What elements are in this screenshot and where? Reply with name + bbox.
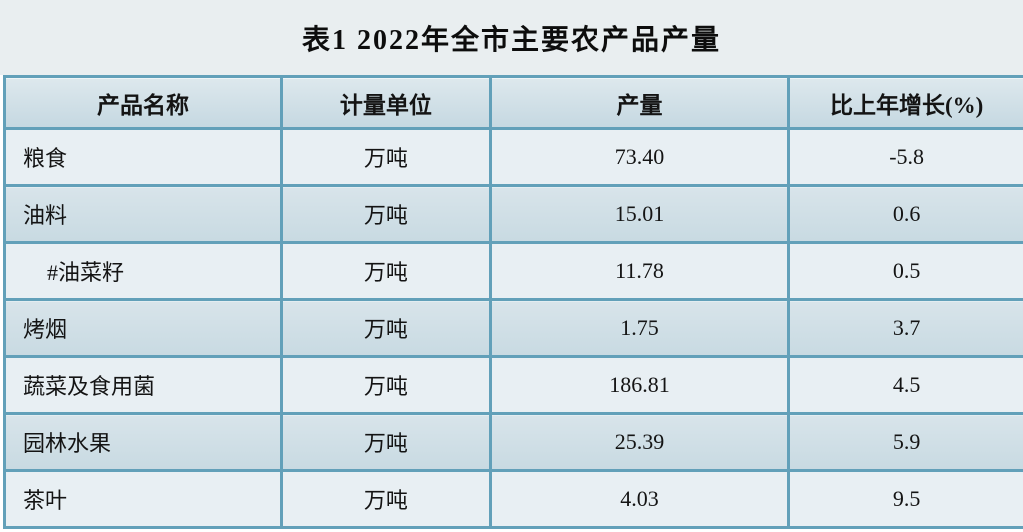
table-row: 烤烟 万吨 1.75 3.7 xyxy=(2,298,1023,358)
table-row: 油料 万吨 15.01 0.6 xyxy=(2,184,1023,244)
unit-cell: 万吨 xyxy=(280,184,492,244)
table-row: 粮食 万吨 73.40 -5.8 xyxy=(2,127,1023,187)
growth-cell: 9.5 xyxy=(787,469,1023,529)
header-row: 产品名称 计量单位 产量 比上年增长(%) xyxy=(2,75,1023,130)
table-row: #油菜籽 万吨 11.78 0.5 xyxy=(2,241,1023,301)
growth-cell: 0.5 xyxy=(787,241,1023,301)
table-body: 粮食 万吨 73.40 -5.8 油料 万吨 15.01 0.6 #油菜籽 万吨… xyxy=(2,127,1023,529)
unit-cell: 万吨 xyxy=(280,298,492,358)
table-row: 茶叶 万吨 4.03 9.5 xyxy=(2,469,1023,529)
agricultural-output-table: 产品名称 计量单位 产量 比上年增长(%) 粮食 万吨 73.40 -5.8 油… xyxy=(2,75,1023,529)
column-header-growth: 比上年增长(%) xyxy=(787,75,1023,130)
growth-cell: 4.5 xyxy=(787,355,1023,415)
product-name-cell: #油菜籽 xyxy=(2,241,284,301)
output-cell: 4.03 xyxy=(488,469,791,529)
unit-cell: 万吨 xyxy=(280,469,492,529)
unit-cell: 万吨 xyxy=(280,127,492,187)
column-header-product-name: 产品名称 xyxy=(2,75,284,130)
growth-cell: 3.7 xyxy=(787,298,1023,358)
output-cell: 25.39 xyxy=(488,412,791,472)
product-name-cell: 茶叶 xyxy=(2,469,284,529)
product-name-cell: 烤烟 xyxy=(2,298,284,358)
table-title: 表1 2022年全市主要农产品产量 xyxy=(0,0,1023,75)
product-name-cell: 园林水果 xyxy=(2,412,284,472)
growth-cell: 5.9 xyxy=(787,412,1023,472)
unit-cell: 万吨 xyxy=(280,241,492,301)
output-cell: 1.75 xyxy=(488,298,791,358)
output-cell: 11.78 xyxy=(488,241,791,301)
table-row: 园林水果 万吨 25.39 5.9 xyxy=(2,412,1023,472)
product-name-cell: 油料 xyxy=(2,184,284,244)
column-header-output: 产量 xyxy=(488,75,791,130)
output-cell: 186.81 xyxy=(488,355,791,415)
unit-cell: 万吨 xyxy=(280,355,492,415)
product-name-cell: 粮食 xyxy=(2,127,284,187)
growth-cell: -5.8 xyxy=(787,127,1023,187)
output-cell: 73.40 xyxy=(488,127,791,187)
product-name-cell: 蔬菜及食用菌 xyxy=(2,355,284,415)
column-header-unit: 计量单位 xyxy=(280,75,492,130)
table-row: 蔬菜及食用菌 万吨 186.81 4.5 xyxy=(2,355,1023,415)
output-cell: 15.01 xyxy=(488,184,791,244)
unit-cell: 万吨 xyxy=(280,412,492,472)
growth-cell: 0.6 xyxy=(787,184,1023,244)
